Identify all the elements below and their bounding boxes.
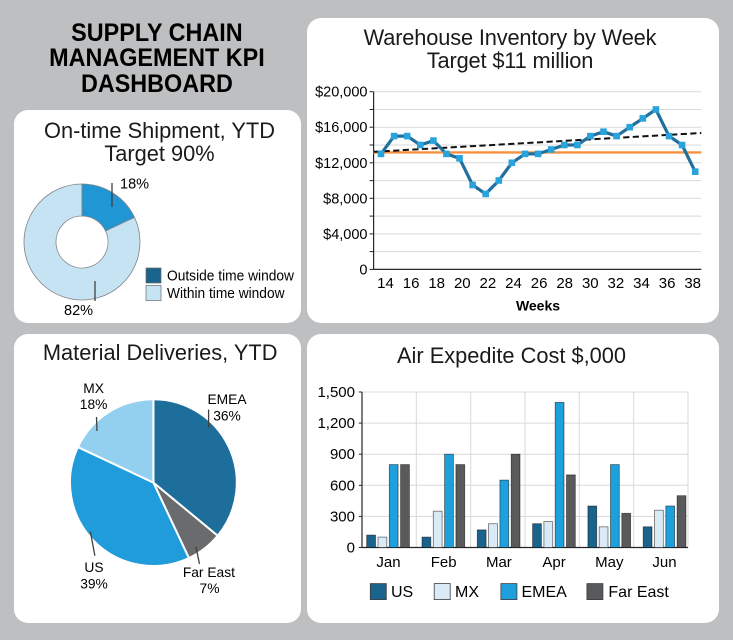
svg-text:36%: 36% xyxy=(213,409,241,424)
svg-text:26: 26 xyxy=(531,275,548,292)
svg-text:20: 20 xyxy=(454,275,471,292)
svg-text:Far East: Far East xyxy=(608,584,669,601)
svg-text:16: 16 xyxy=(403,275,420,292)
svg-text:600: 600 xyxy=(330,477,355,494)
svg-text:EMEA: EMEA xyxy=(207,392,247,407)
svg-text:$8,000: $8,000 xyxy=(323,191,367,207)
svg-text:Weeks: Weeks xyxy=(516,298,560,314)
svg-text:300: 300 xyxy=(330,508,355,525)
svg-text:900: 900 xyxy=(330,446,355,463)
svg-text:0: 0 xyxy=(359,262,367,278)
svg-text:Outside time window: Outside time window xyxy=(167,269,294,285)
svg-text:US: US xyxy=(391,584,413,601)
svg-text:14: 14 xyxy=(377,275,394,292)
svg-text:82%: 82% xyxy=(64,303,93,319)
svg-text:Jun: Jun xyxy=(652,554,676,571)
svg-text:$16,000: $16,000 xyxy=(315,120,367,136)
svg-text:22: 22 xyxy=(480,275,497,292)
svg-text:US: US xyxy=(84,560,103,575)
svg-text:24: 24 xyxy=(505,275,522,292)
svg-text:Jan: Jan xyxy=(376,554,400,571)
svg-text:28: 28 xyxy=(556,275,573,292)
svg-text:18%: 18% xyxy=(120,177,149,193)
svg-text:MX: MX xyxy=(83,381,104,396)
svg-text:0: 0 xyxy=(347,540,355,557)
svg-text:Apr: Apr xyxy=(542,554,565,571)
svg-text:Feb: Feb xyxy=(431,554,457,571)
svg-text:EMEA: EMEA xyxy=(522,584,568,601)
svg-text:$20,000: $20,000 xyxy=(315,85,367,101)
svg-text:$12,000: $12,000 xyxy=(315,156,367,172)
svg-text:1,500: 1,500 xyxy=(317,384,355,401)
svg-text:30: 30 xyxy=(582,275,599,292)
svg-text:Far East: Far East xyxy=(183,565,235,580)
svg-text:36: 36 xyxy=(659,275,676,292)
svg-text:Mar: Mar xyxy=(486,554,512,571)
svg-text:$4,000: $4,000 xyxy=(323,227,367,243)
svg-text:18%: 18% xyxy=(80,397,108,412)
svg-text:7%: 7% xyxy=(200,581,220,596)
svg-text:1,200: 1,200 xyxy=(317,415,355,432)
svg-text:39%: 39% xyxy=(80,577,108,592)
svg-text:Within time window: Within time window xyxy=(167,286,285,302)
svg-text:May: May xyxy=(595,554,624,571)
svg-text:38: 38 xyxy=(684,275,701,292)
svg-text:32: 32 xyxy=(608,275,625,292)
svg-text:34: 34 xyxy=(633,275,650,292)
svg-text:18: 18 xyxy=(428,275,445,292)
svg-text:MX: MX xyxy=(455,584,479,601)
